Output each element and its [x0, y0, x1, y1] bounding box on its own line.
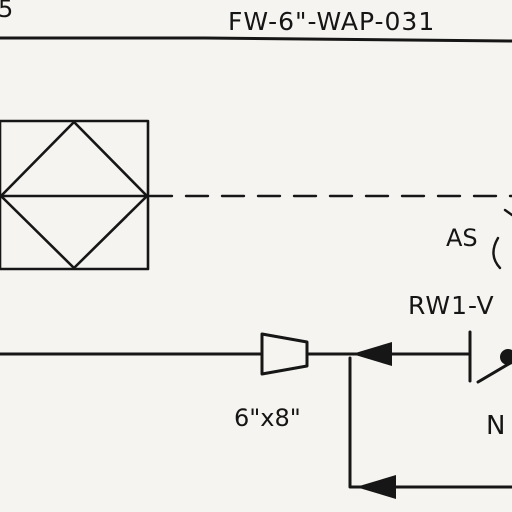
line-number-label: FW-6"-WAP-031: [228, 7, 435, 36]
valve-diagonal: [476, 360, 512, 384]
flow-arrow-icon: [352, 342, 392, 366]
bypass-line: [348, 356, 512, 489]
reducer-icon: [260, 332, 309, 376]
rw-label: RW1-V: [408, 291, 495, 320]
valve-bonnet-icon: [500, 349, 512, 365]
equipment-diamond-icon: [0, 120, 149, 270]
top-left-fragment-label: 5: [0, 0, 13, 23]
bypass-flow-arrow-icon: [356, 475, 396, 499]
equipment-box: [0, 119, 150, 271]
top-boundary-line: [0, 36, 512, 43]
reducer-size-label: 6"x8": [234, 404, 301, 432]
instrument-leader-fragment: [503, 208, 512, 217]
as-label: AS: [446, 224, 478, 252]
n-fragment-label: N: [486, 411, 505, 441]
instrument-bubble-fragment: [492, 236, 502, 270]
